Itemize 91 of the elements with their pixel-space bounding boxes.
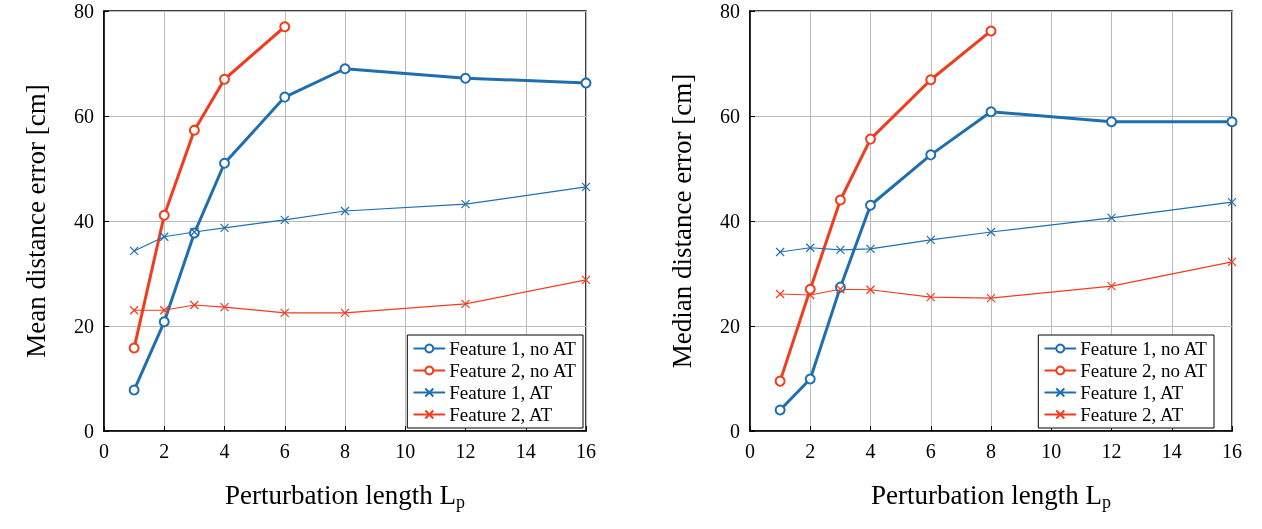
legend-label: Feature 2, no AT: [1080, 360, 1208, 381]
x-tick-label: 2: [159, 440, 170, 462]
point: [158, 209, 170, 221]
point: [158, 316, 170, 328]
x-tick-label: 4: [219, 440, 230, 462]
x-tick-label: 12: [1101, 440, 1122, 462]
legend-label: Feature 1, no AT: [449, 338, 577, 359]
point: [129, 305, 139, 315]
y-axis-title: Median distance error [cm]: [666, 73, 697, 369]
point: [986, 293, 996, 303]
x-tick-label: 0: [99, 440, 109, 462]
legend-label: Feature 2, no AT: [449, 360, 577, 381]
y-tick-label: 20: [74, 315, 94, 337]
x-tick-label: 4: [865, 440, 876, 462]
point: [805, 243, 815, 253]
point: [865, 285, 876, 295]
point: [834, 194, 846, 206]
point: [460, 72, 471, 84]
point: [1226, 116, 1238, 128]
point: [279, 21, 291, 33]
legend-label: Feature 2, AT: [449, 404, 553, 425]
point: [985, 106, 997, 118]
point: [986, 227, 996, 237]
point: [340, 308, 350, 318]
x-tick-label: 14: [515, 440, 536, 462]
y-tick-label: 40: [720, 210, 740, 232]
point: [804, 373, 816, 385]
point: [865, 133, 876, 145]
point: [926, 235, 936, 245]
point: [865, 199, 876, 211]
point: [1227, 257, 1237, 267]
point: [339, 63, 351, 75]
point: [219, 157, 230, 169]
x-tick-label: 2: [805, 440, 816, 462]
point: [774, 404, 786, 416]
point: [280, 308, 290, 318]
point: [129, 246, 139, 256]
point: [128, 384, 140, 396]
y-tick-label: 0: [84, 420, 94, 442]
point: [219, 302, 230, 312]
point: [460, 199, 471, 209]
x-tick-label: 10: [1041, 440, 1062, 462]
y-tick-label: 40: [74, 210, 94, 232]
point: [189, 300, 199, 310]
point: [580, 77, 592, 89]
x-tick-label: 14: [1161, 440, 1182, 462]
y-axis-title: Mean distance error [cm]: [20, 84, 51, 358]
point: [985, 25, 997, 37]
point: [925, 74, 937, 86]
x-tick-label: 16: [576, 440, 596, 462]
point: [159, 305, 169, 315]
point: [340, 206, 350, 216]
point: [1106, 213, 1117, 223]
x-tick-label: 16: [1222, 440, 1242, 462]
point: [128, 342, 140, 354]
point: [219, 73, 230, 85]
x-tick-label: 10: [395, 440, 416, 462]
y-tick-label: 60: [74, 105, 94, 127]
legend-label: Feature 1, AT: [449, 382, 553, 403]
point: [775, 289, 785, 299]
y-tick-label: 80: [720, 0, 740, 22]
point: [926, 292, 936, 302]
point: [1106, 116, 1117, 128]
point: [1106, 281, 1117, 291]
x-tick-label: 12: [455, 440, 476, 462]
point: [925, 149, 937, 161]
legend-label: Feature 1, AT: [1080, 382, 1184, 403]
x-tick-label: 0: [745, 440, 755, 462]
y-tick-label: 20: [720, 315, 740, 337]
point: [835, 245, 845, 255]
point: [865, 244, 876, 254]
point: [219, 223, 230, 233]
x-tick-label: 8: [986, 440, 996, 462]
point: [280, 215, 290, 225]
point: [581, 275, 591, 285]
point: [581, 182, 591, 192]
y-tick-label: 60: [720, 105, 740, 127]
x-tick-label: 8: [340, 440, 350, 462]
point: [774, 375, 786, 387]
point: [159, 232, 169, 242]
point: [1227, 197, 1237, 207]
x-tick-label: 6: [925, 440, 936, 462]
point: [775, 247, 785, 257]
y-tick-label: 0: [730, 420, 740, 442]
legend-label: Feature 2, AT: [1080, 404, 1184, 425]
x-tick-label: 6: [279, 440, 290, 462]
legend-label: Feature 1, no AT: [1080, 338, 1208, 359]
point: [279, 91, 291, 103]
point: [460, 299, 471, 309]
point: [188, 124, 200, 136]
y-tick-label: 80: [74, 0, 94, 22]
